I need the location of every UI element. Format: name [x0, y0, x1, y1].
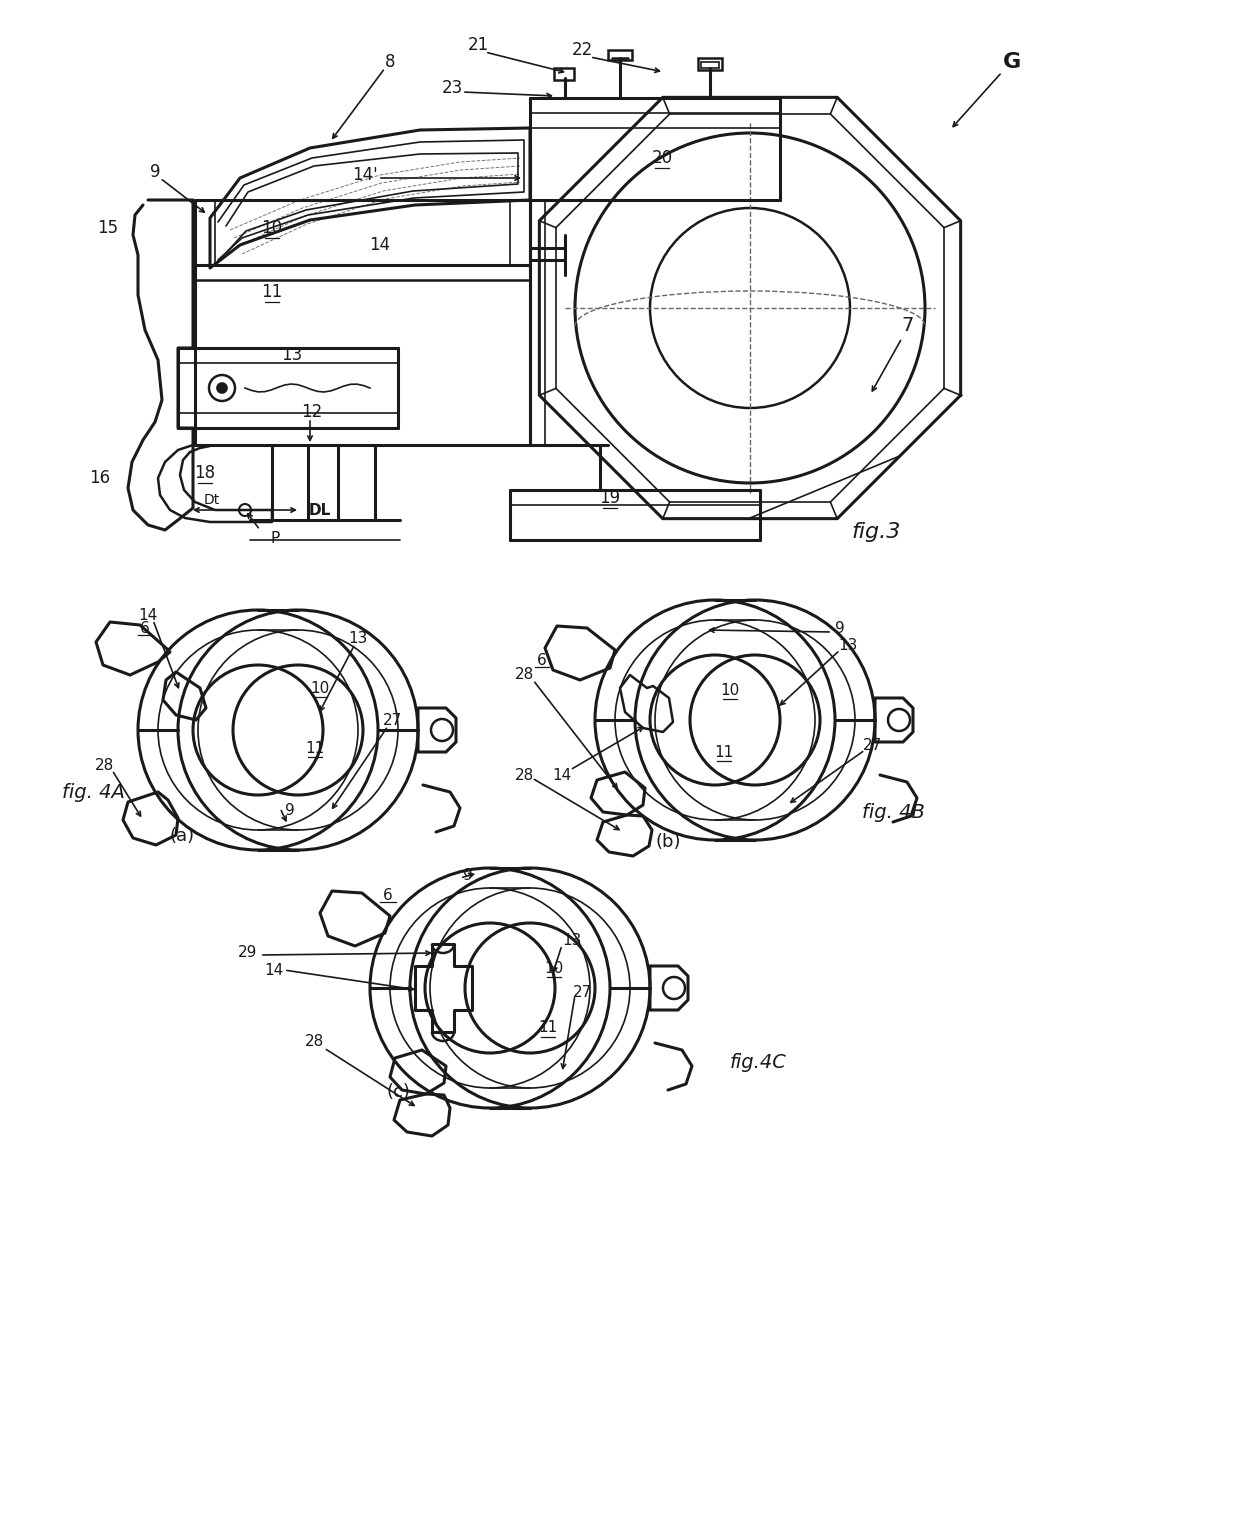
Text: 28: 28	[95, 757, 114, 773]
Text: 6: 6	[537, 652, 547, 667]
Text: 14: 14	[264, 962, 284, 978]
Text: 27: 27	[382, 713, 402, 727]
Text: 14: 14	[139, 607, 157, 623]
Text: 28: 28	[515, 667, 533, 681]
Bar	[698, 58, 722, 70]
Text: Dt: Dt	[203, 493, 221, 506]
Text: DL: DL	[309, 502, 331, 517]
Text: 27: 27	[862, 737, 882, 753]
Text: 6: 6	[383, 887, 393, 903]
Text: 27: 27	[573, 984, 591, 999]
Text: fig. 4B: fig. 4B	[862, 803, 925, 822]
Text: 29: 29	[238, 944, 258, 959]
Text: 11: 11	[305, 741, 325, 756]
Text: 13: 13	[281, 346, 303, 364]
Text: fig.4C: fig.4C	[730, 1053, 787, 1071]
Text: 12: 12	[301, 402, 322, 421]
Text: 11: 11	[538, 1021, 558, 1036]
Text: 9: 9	[463, 868, 472, 883]
Text: 19: 19	[599, 490, 620, 506]
Text: fig.3: fig.3	[852, 522, 900, 542]
Text: G: G	[1003, 52, 1021, 72]
Text: (c): (c)	[386, 1083, 410, 1102]
Text: fig. 4A: fig. 4A	[62, 782, 125, 802]
Text: 8: 8	[384, 54, 396, 70]
Text: 10: 10	[262, 219, 283, 237]
Text: 28: 28	[304, 1034, 324, 1050]
Text: 14': 14'	[352, 165, 378, 184]
Text: 10: 10	[720, 682, 739, 698]
Text: 10: 10	[310, 681, 330, 696]
Text: (a): (a)	[170, 828, 195, 845]
Text: 9: 9	[285, 803, 295, 817]
Text: 21: 21	[467, 37, 489, 54]
Text: 9: 9	[835, 621, 844, 635]
Text: 13: 13	[562, 932, 582, 947]
Text: 15: 15	[98, 219, 119, 237]
Bar	[701, 63, 719, 67]
Text: 14: 14	[370, 236, 391, 254]
Text: 13: 13	[348, 630, 368, 646]
Text: 20: 20	[651, 148, 672, 167]
Text: 28: 28	[515, 768, 533, 782]
Text: 11: 11	[262, 283, 283, 301]
Bar	[554, 67, 574, 80]
Text: 11: 11	[714, 745, 734, 759]
Text: P: P	[270, 531, 280, 546]
Text: 6: 6	[140, 621, 150, 635]
Text: 7: 7	[901, 315, 914, 335]
Text: 13: 13	[838, 638, 858, 652]
Text: 18: 18	[195, 464, 216, 482]
Text: 14: 14	[552, 768, 572, 782]
Text: (b): (b)	[655, 832, 681, 851]
Text: 23: 23	[441, 80, 463, 96]
Text: 16: 16	[89, 470, 110, 487]
Text: 22: 22	[572, 41, 593, 60]
Bar	[608, 50, 632, 60]
Text: 10: 10	[544, 961, 564, 976]
Circle shape	[217, 382, 227, 393]
Text: 9: 9	[150, 164, 160, 181]
